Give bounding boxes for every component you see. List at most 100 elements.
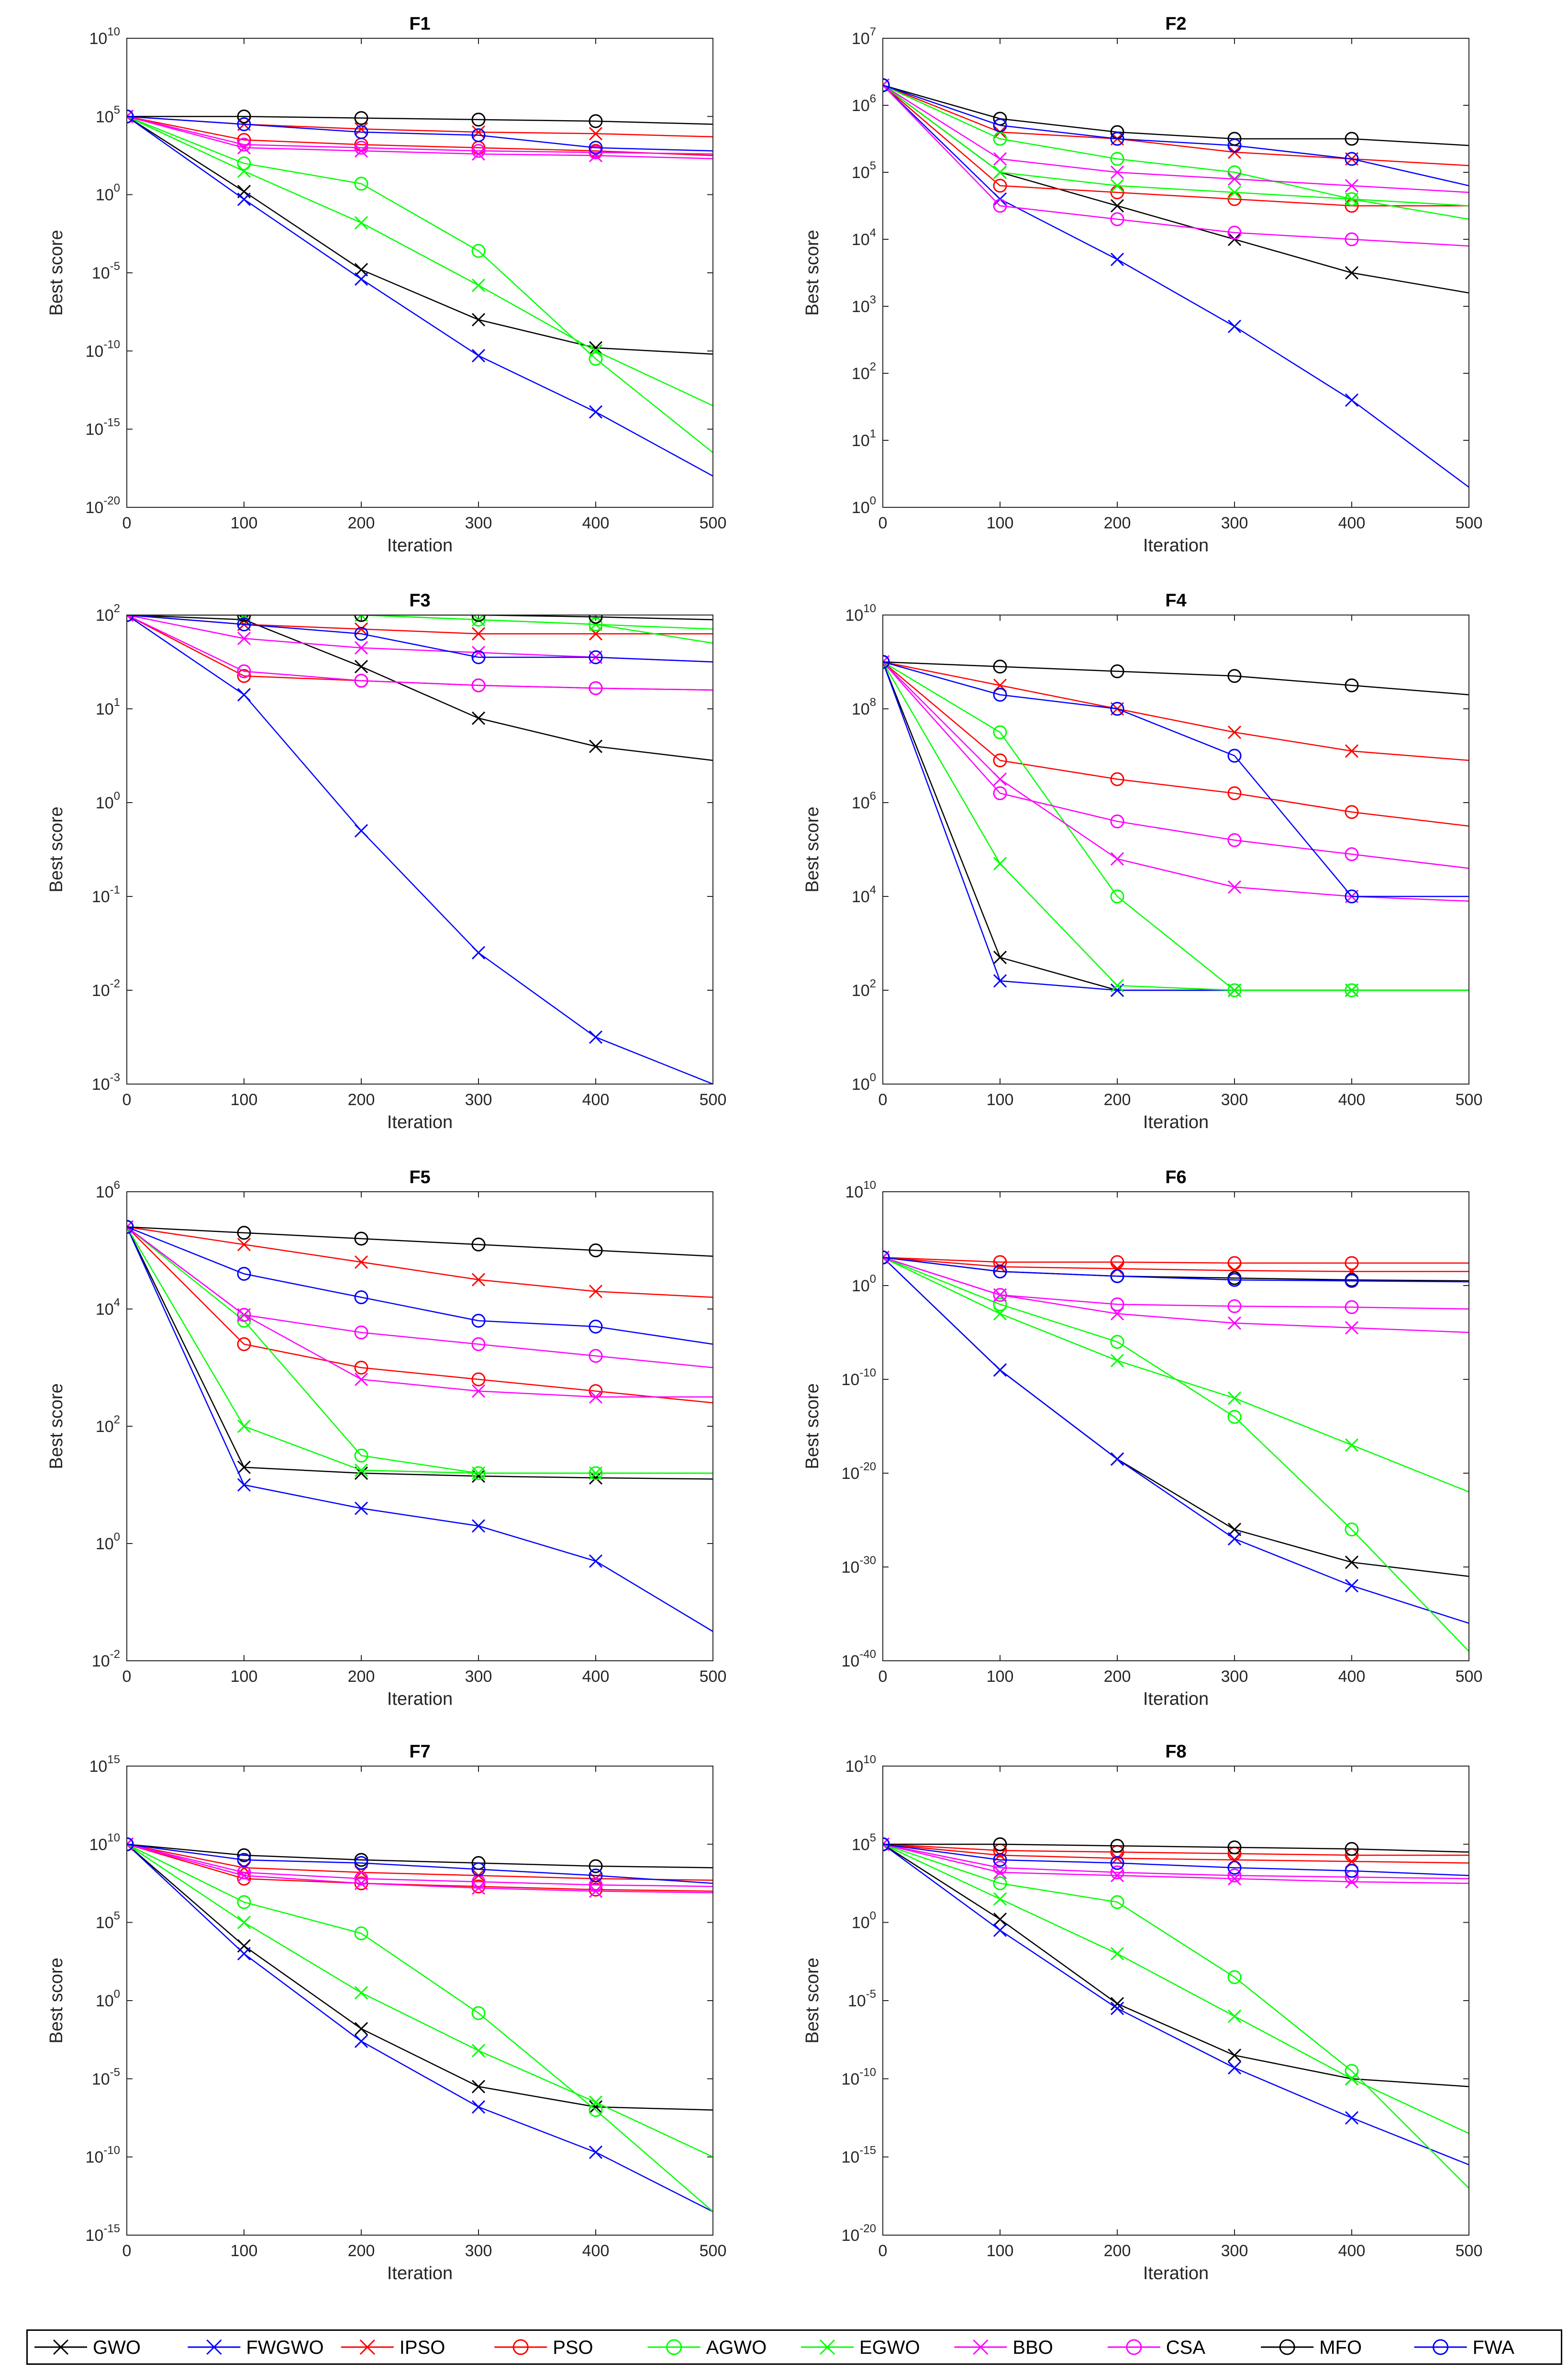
data-point-mfo bbox=[471, 615, 486, 622]
data-point-fwa bbox=[883, 655, 890, 669]
data-point-fwa bbox=[471, 128, 486, 143]
axes-box bbox=[126, 1766, 713, 2236]
data-point-csa bbox=[1110, 212, 1124, 226]
legend-entry-mfo: MFO bbox=[1261, 2337, 1362, 2358]
series-line-pso bbox=[127, 1844, 713, 1892]
x-tick-label: 200 bbox=[1104, 514, 1131, 532]
data-point-gwo bbox=[1227, 1522, 1242, 1536]
legend-entry-fwa: FWA bbox=[1414, 2337, 1514, 2358]
series-line-egwo bbox=[127, 1844, 713, 2158]
series-group bbox=[883, 78, 1469, 488]
data-point-mfo bbox=[589, 1243, 603, 1257]
data-point-mfo bbox=[589, 615, 603, 624]
data-point-fwgwo bbox=[237, 1478, 251, 1492]
data-point-pso bbox=[1345, 805, 1359, 819]
legend-label: IPSO bbox=[400, 2337, 445, 2358]
data-point-agwo bbox=[237, 1895, 251, 1909]
data-point-fwgwo bbox=[993, 1923, 1007, 1937]
data-point-fwa bbox=[993, 1853, 1007, 1867]
series-line-csa bbox=[883, 1844, 1469, 1880]
data-point-mfo bbox=[1227, 1840, 1242, 1855]
y-tick-label: 102 bbox=[96, 1413, 120, 1436]
series-line-csa bbox=[883, 1257, 1469, 1310]
data-point-bbo bbox=[1227, 1872, 1242, 1886]
data-point-csa bbox=[1110, 1865, 1124, 1880]
series-line-fwa bbox=[883, 661, 1469, 897]
data-point-pso bbox=[993, 753, 1007, 768]
y-tick-label: 101 bbox=[852, 427, 876, 450]
x-tick-label: 300 bbox=[465, 514, 492, 532]
series-line-csa bbox=[127, 1844, 713, 1887]
x-tick-label: 0 bbox=[879, 514, 888, 532]
legend-label: AGWO bbox=[706, 2337, 767, 2358]
panel-f2: 0 100 200 300 400 500100101102103104105106107… bbox=[802, 14, 1482, 556]
legend-entry-agwo: AGWO bbox=[647, 2337, 767, 2358]
data-point-egwo bbox=[1345, 1438, 1359, 1452]
series-line-mfo bbox=[883, 84, 1469, 146]
data-point-fwa bbox=[993, 688, 1007, 702]
axes-box bbox=[882, 615, 1469, 1085]
data-point-bbo bbox=[471, 147, 486, 161]
data-point-csa bbox=[1227, 833, 1242, 847]
data-point-gwo bbox=[354, 2022, 368, 2036]
x-tick-label: 100 bbox=[987, 1667, 1014, 1686]
data-point-pso bbox=[1227, 1256, 1242, 1270]
x-tick-label: 0 bbox=[122, 1667, 132, 1686]
data-point-bbo bbox=[354, 641, 368, 655]
legend-marker bbox=[512, 2339, 529, 2355]
series-group bbox=[883, 1837, 1469, 2189]
series-line-gwo bbox=[127, 615, 713, 761]
data-point-agwo bbox=[589, 352, 603, 366]
data-point-csa bbox=[993, 199, 1007, 213]
x-tick-label: 100 bbox=[231, 514, 258, 532]
y-tick-label: 10-20 bbox=[841, 2222, 876, 2245]
data-point-fwa bbox=[883, 78, 890, 92]
series-line-fwgwo bbox=[127, 1226, 713, 1632]
data-point-fwa bbox=[1345, 1274, 1359, 1288]
data-point-bbo bbox=[589, 1390, 603, 1404]
y-tick-label: 10-20 bbox=[85, 494, 120, 517]
y-tick-label: 100 bbox=[852, 494, 876, 517]
data-point-pso bbox=[589, 1882, 603, 1897]
y-tick-label: 10-2 bbox=[92, 977, 120, 1000]
x-tick-label: 200 bbox=[348, 1667, 375, 1686]
data-point-pso bbox=[1110, 1255, 1124, 1269]
data-point-fwgwo bbox=[471, 2100, 486, 2114]
x-tick-label: 100 bbox=[231, 1667, 258, 1686]
x-tick-label: 0 bbox=[879, 2242, 888, 2260]
series-line-fwgwo bbox=[883, 1844, 1469, 2166]
data-point-mfo bbox=[471, 1237, 486, 1252]
data-point-bbo bbox=[1110, 1869, 1124, 1882]
series-line-fwa bbox=[883, 84, 1469, 187]
series-line-egwo bbox=[127, 116, 713, 406]
x-tick-label: 400 bbox=[582, 1091, 610, 1109]
data-point-agwo bbox=[1227, 1970, 1242, 1984]
data-point-pso bbox=[993, 1255, 1007, 1269]
data-point-agwo bbox=[1345, 2064, 1359, 2078]
panel-title: F1 bbox=[409, 14, 430, 34]
data-point-egwo bbox=[237, 1419, 251, 1433]
series-line-mfo bbox=[127, 615, 713, 621]
panel-title: F2 bbox=[1165, 14, 1186, 34]
data-point-bbo bbox=[1227, 1316, 1242, 1330]
data-point-fwgwo bbox=[354, 272, 368, 286]
data-point-fwa bbox=[127, 109, 134, 123]
data-point-agwo bbox=[993, 1297, 1007, 1311]
data-point-fwa bbox=[237, 1853, 251, 1867]
series-line-agwo bbox=[883, 1844, 1469, 2189]
data-point-pso bbox=[1227, 786, 1242, 800]
y-tick-label: 10-10 bbox=[841, 2066, 876, 2088]
series-line-fwgwo bbox=[883, 1257, 1469, 1624]
legend-marker bbox=[206, 2339, 222, 2355]
y-tick-label: 108 bbox=[852, 696, 876, 718]
data-point-ipso bbox=[471, 1273, 486, 1287]
data-point-agwo bbox=[589, 2103, 603, 2117]
data-point-pso bbox=[1110, 772, 1124, 786]
y-tick-label: 100 bbox=[96, 790, 120, 812]
data-point-fwa bbox=[127, 1837, 134, 1851]
data-point-csa bbox=[1345, 1300, 1359, 1314]
axes-box bbox=[126, 1191, 713, 1661]
series-line-bbo bbox=[883, 1844, 1469, 1884]
data-point-mfo bbox=[354, 1231, 368, 1246]
axes-box bbox=[882, 1191, 1469, 1661]
